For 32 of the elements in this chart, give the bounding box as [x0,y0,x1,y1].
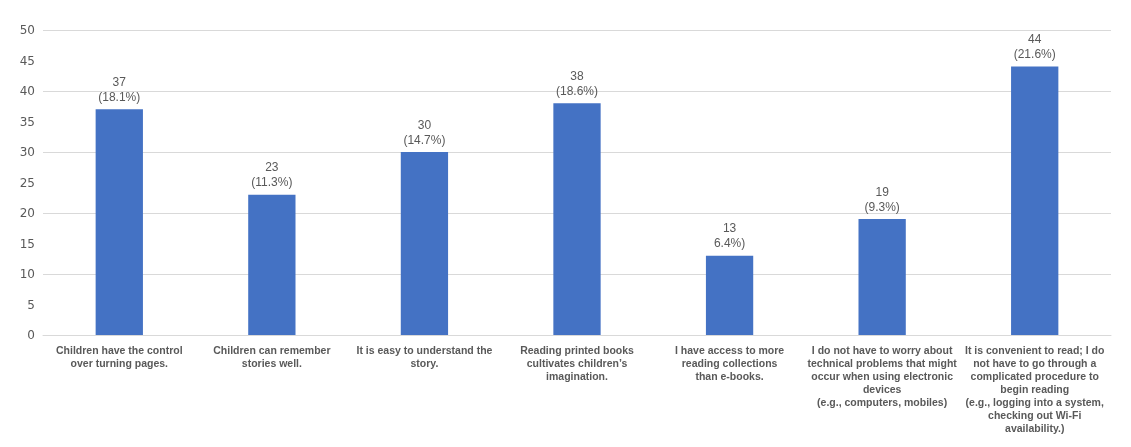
x-tick-label: I have access to more reading collections than e-books. [674,343,785,382]
bar [248,194,296,335]
y-tick-label: 15 [19,236,35,251]
data-label: 13 6.4%) [713,221,746,251]
bar [1011,66,1059,335]
bar [95,109,143,335]
y-tick-label: 0 [27,328,35,342]
bar [858,219,906,335]
data-label: 23 (11.3%) [251,160,293,190]
y-tick-label: 10 [19,267,35,281]
data-label: 30 (14.7%) [403,117,446,147]
x-tick-label: It is easy to understand the story. [356,343,493,369]
y-tick-label: 5 [27,297,35,312]
x-tick-label: Children can remember stories well. [213,343,331,369]
y-tick-label: 25 [19,175,35,190]
x-tick-label: Reading printed books cultivates children’s imagination. [520,343,635,382]
y-tick-label: 30 [19,145,35,159]
x-tick-label: I do not have to worry about technical problems that might occur when using electronic devices (e.g., computers, mobiles) [807,343,958,408]
y-tick-label: 20 [19,206,35,220]
data-label: 19 (9.3%) [864,184,900,214]
data-label: 37 (18.1%) [98,74,141,104]
x-tick-label: Children have the control over turning pages. [55,343,183,369]
bar [705,255,754,335]
y-tick-label: 35 [19,114,35,129]
data-label: 38 (18.6%) [555,68,599,98]
x-tick-label: It is convenient to read; I do not have to go through a complicated procedure to begin reading (e.g., logging into a system, checking out Wi-Fi availability.) [965,343,1105,434]
y-tick-label: 40 [19,84,35,98]
data-label: 44 (21.6%) [1013,32,1056,62]
y-tick-label: 45 [19,53,35,68]
bar [553,103,601,335]
bar [400,152,449,335]
y-tick-label: 50 [19,23,35,37]
